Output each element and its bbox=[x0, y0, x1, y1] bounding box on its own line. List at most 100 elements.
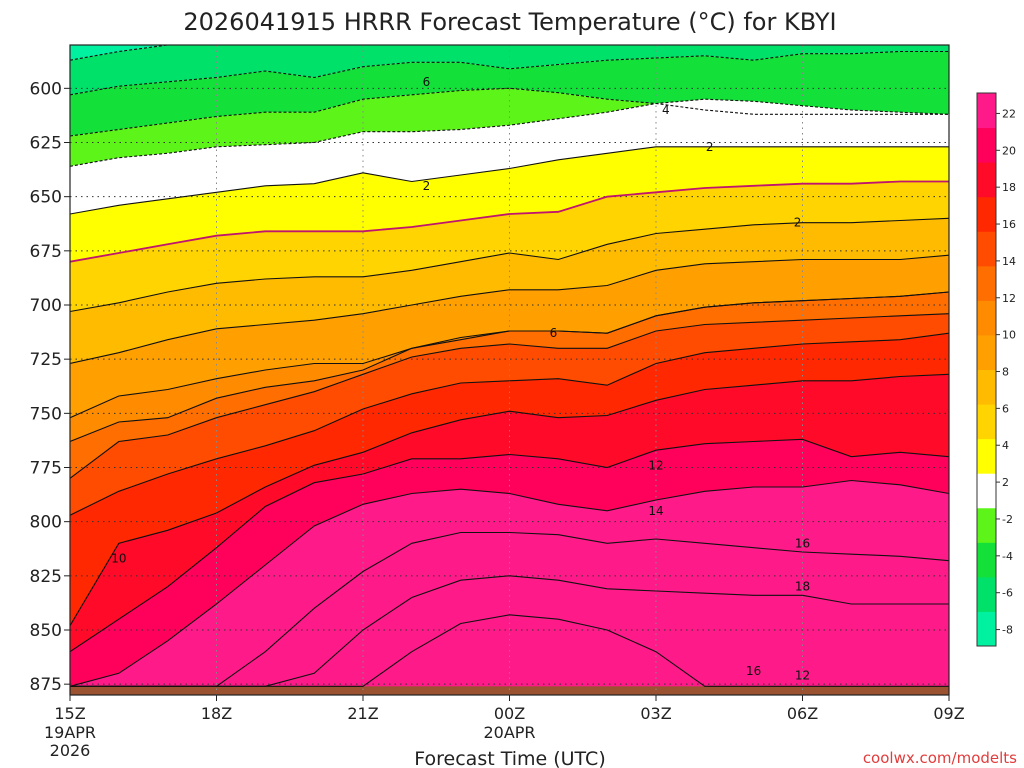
x-tick-label: 00Z bbox=[494, 704, 525, 723]
temperature-band bbox=[70, 532, 949, 687]
x-date-label: 20APR bbox=[483, 723, 535, 742]
contour-label: 4 bbox=[662, 103, 670, 117]
contour-label: 12 bbox=[648, 458, 663, 472]
temperature-band bbox=[70, 255, 949, 418]
colorbar-tick-label: 14 bbox=[1002, 255, 1016, 268]
contour-line bbox=[70, 146, 949, 215]
colorbar-segment bbox=[977, 576, 996, 612]
chart-title: 2026041915 HRRR Forecast Temperature (°C… bbox=[183, 8, 836, 36]
colorbar-tick-label: -4 bbox=[1002, 550, 1013, 563]
colorbar-segment bbox=[977, 196, 996, 232]
x-tick-label: 09Z bbox=[933, 704, 964, 723]
contour-label: 12 bbox=[795, 669, 810, 683]
ground-layer bbox=[70, 686, 949, 695]
colorbar-segment bbox=[977, 162, 996, 198]
colorbar-tick-label: 8 bbox=[1002, 366, 1009, 379]
gridlines bbox=[70, 45, 949, 695]
colorbar-segment bbox=[977, 611, 996, 647]
ground-fill bbox=[70, 686, 949, 695]
colorbar-frame bbox=[976, 92, 997, 647]
contour-label: 2 bbox=[794, 216, 802, 230]
credit-text: coolwx.com/modelts bbox=[863, 749, 1017, 767]
colorbar-segment bbox=[977, 127, 996, 163]
x-tick-label: 06Z bbox=[787, 704, 818, 723]
x-tick-label: 21Z bbox=[347, 704, 378, 723]
colorbar-tick-label: 12 bbox=[1002, 292, 1016, 305]
contour-line bbox=[70, 98, 949, 167]
contour-label: 16 bbox=[795, 536, 810, 550]
contour-line bbox=[70, 180, 949, 263]
contour-line bbox=[70, 291, 949, 443]
colorbar-tick-label: 10 bbox=[1002, 329, 1016, 342]
contour-label: 2 bbox=[423, 179, 431, 193]
temperature-band bbox=[70, 99, 949, 214]
temperature-band bbox=[70, 374, 949, 652]
temperature-band bbox=[70, 575, 949, 687]
x-tick-label: 15Z bbox=[54, 704, 85, 723]
colorbar-segment bbox=[977, 334, 996, 370]
y-tick-label: 725 bbox=[30, 350, 62, 370]
x-date-label: 2026 bbox=[50, 741, 91, 760]
contour-line bbox=[70, 87, 949, 137]
y-tick-label: 825 bbox=[30, 567, 62, 587]
contour-line bbox=[70, 438, 949, 653]
temperature-band bbox=[70, 146, 949, 262]
contour-line bbox=[70, 313, 949, 479]
y-tick-label: 875 bbox=[30, 675, 62, 695]
y-axis: 600 625 650 675 700 725 750 775 800 825 850 875 bbox=[30, 79, 70, 695]
colorbar-tick-label: -2 bbox=[1002, 513, 1013, 526]
temperature-band bbox=[70, 292, 949, 479]
colorbar-segment bbox=[977, 369, 996, 405]
y-tick-label: 775 bbox=[30, 459, 62, 479]
contour-line bbox=[70, 479, 949, 687]
y-tick-label: 850 bbox=[30, 621, 62, 641]
y-tick-label: 650 bbox=[30, 188, 62, 208]
temperature-band bbox=[70, 181, 949, 312]
x-date-label: 19APR bbox=[44, 723, 96, 742]
temperature-band bbox=[70, 51, 949, 136]
colorbar-tick-label: 20 bbox=[1002, 144, 1016, 157]
x-tick-label: 03Z bbox=[640, 704, 671, 723]
colorbar-tick-label: 6 bbox=[1002, 402, 1009, 415]
contour-label: 14 bbox=[648, 504, 663, 518]
colorbar-segment bbox=[977, 231, 996, 267]
colorbar-tick-label: 18 bbox=[1002, 181, 1016, 194]
temperature-band bbox=[70, 45, 949, 95]
colorbar-tick-label: 4 bbox=[1002, 439, 1009, 452]
temperature-band bbox=[70, 614, 949, 695]
contour-label: 16 bbox=[746, 664, 761, 678]
contour-line bbox=[70, 332, 949, 516]
contour-line bbox=[70, 614, 949, 687]
colorbar-segment bbox=[977, 542, 996, 578]
temperature-band bbox=[70, 480, 949, 687]
contour-label: 6 bbox=[550, 326, 558, 340]
contour-line bbox=[70, 373, 949, 626]
colorbar-segment bbox=[977, 404, 996, 440]
y-tick-label: 675 bbox=[30, 242, 62, 262]
y-tick-label: 800 bbox=[30, 513, 62, 533]
contour-label: 18 bbox=[795, 580, 810, 594]
colorbar-segment bbox=[977, 438, 996, 474]
contour-line bbox=[70, 217, 949, 313]
colorbar-tick-label: -8 bbox=[1002, 624, 1013, 637]
y-tick-label: 750 bbox=[30, 404, 62, 424]
contour-label: 6 bbox=[423, 75, 431, 89]
contour-label: 2 bbox=[706, 140, 714, 154]
contour-line bbox=[70, 254, 949, 365]
x-axis-label: Forecast Time (UTC) bbox=[414, 748, 605, 768]
temperature-band bbox=[70, 439, 949, 687]
colorbar-tick-label: 16 bbox=[1002, 218, 1016, 231]
colorbar: 22 20 18 16 14 12 10 8 6 4 2 -2 -4 -6 -8 bbox=[976, 92, 1016, 647]
colorbar-segment bbox=[977, 93, 996, 129]
y-tick-label: 700 bbox=[30, 296, 62, 316]
colorbar-segment bbox=[977, 473, 996, 509]
y-tick-label: 625 bbox=[30, 134, 62, 154]
y-tick-label: 600 bbox=[30, 79, 62, 99]
x-tick-label: 18Z bbox=[201, 704, 232, 723]
contour-label: 10 bbox=[111, 552, 126, 566]
colorbar-tick-label: 22 bbox=[1002, 107, 1016, 120]
contour-labels: 6 4 2 2 2 6 10 12 14 16 18 16 12 bbox=[111, 75, 810, 683]
colorbar-segment bbox=[977, 300, 996, 336]
